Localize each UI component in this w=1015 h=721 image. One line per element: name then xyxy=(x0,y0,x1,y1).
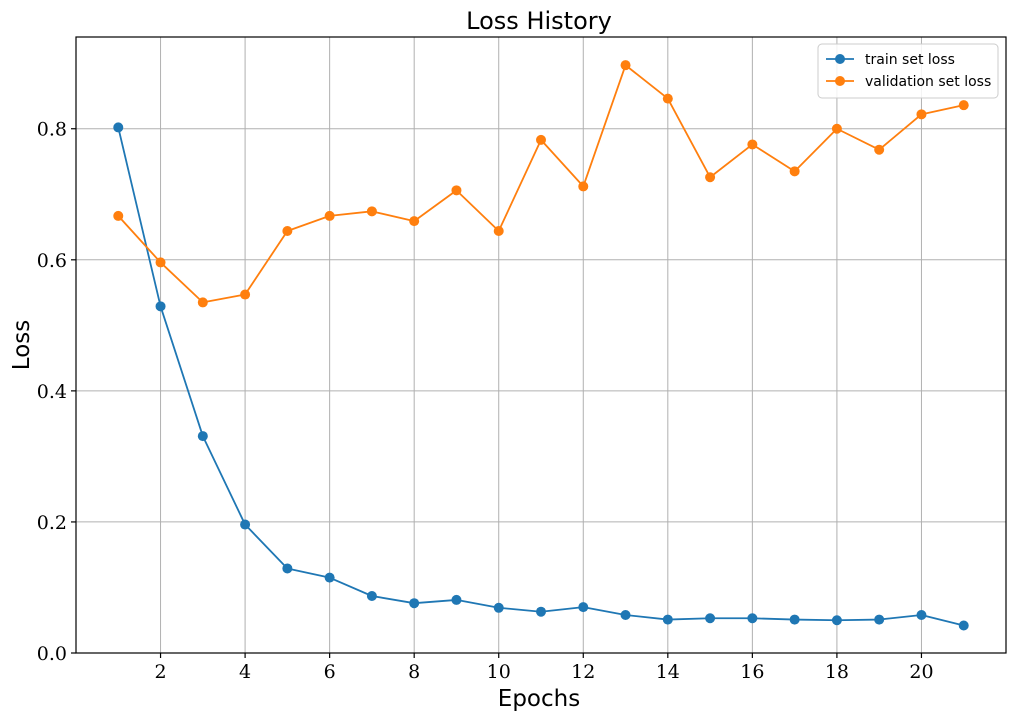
data-point xyxy=(958,100,969,111)
data-point xyxy=(578,181,589,192)
data-point xyxy=(240,519,251,530)
y-tick-label: 0.8 xyxy=(37,119,67,141)
data-point xyxy=(874,614,885,625)
data-point xyxy=(113,122,124,133)
data-point xyxy=(958,620,969,631)
legend-box xyxy=(817,43,999,99)
x-tick-label: 12 xyxy=(571,661,595,683)
legend-label: validation set loss xyxy=(865,74,991,90)
data-point xyxy=(409,598,420,609)
data-point xyxy=(155,301,166,312)
x-tick-label: 2 xyxy=(154,661,166,683)
data-point xyxy=(366,206,377,217)
data-point xyxy=(324,572,335,583)
data-point xyxy=(662,93,673,104)
data-point xyxy=(493,225,504,236)
y-tick-label: 0.2 xyxy=(37,512,67,534)
data-point xyxy=(662,614,673,625)
data-point xyxy=(451,594,462,605)
chart-title: Loss History xyxy=(466,7,612,35)
legend-label: train set loss xyxy=(865,52,955,68)
y-axis-label: Loss xyxy=(9,320,35,370)
x-tick-label: 4 xyxy=(239,661,251,683)
data-point xyxy=(789,614,800,625)
data-point xyxy=(831,123,842,134)
x-tick-label: 18 xyxy=(825,661,849,683)
legend: train set loss validation set loss xyxy=(817,43,999,99)
data-point xyxy=(282,563,293,574)
x-tick-label: 10 xyxy=(487,661,511,683)
legend-marker xyxy=(835,76,845,86)
data-point xyxy=(451,185,462,196)
data-point xyxy=(578,602,589,613)
x-tick-label: 14 xyxy=(656,661,680,683)
data-point xyxy=(324,210,335,221)
series-validation xyxy=(113,60,969,308)
series-layer xyxy=(113,60,969,631)
data-point xyxy=(113,210,124,221)
plot-frame xyxy=(75,36,1007,654)
data-point xyxy=(155,257,166,268)
legend-marker xyxy=(835,54,845,64)
data-point xyxy=(620,609,631,620)
data-point xyxy=(831,615,842,626)
data-point xyxy=(789,166,800,177)
data-point xyxy=(366,590,377,601)
ticks-layer: 2 4 6 8 10 12 14 16 18 20 0.0 0.2 0.4 0.6 0.8 xyxy=(37,119,934,683)
data-point xyxy=(197,297,208,308)
y-tick-label: 0.0 xyxy=(37,643,67,665)
x-tick-label: 8 xyxy=(408,661,420,683)
data-point xyxy=(705,613,716,624)
x-tick-label: 20 xyxy=(909,661,933,683)
data-point xyxy=(240,289,251,300)
series-train xyxy=(113,122,969,631)
data-point xyxy=(916,109,927,120)
grid-layer xyxy=(76,37,1006,654)
y-tick-label: 0.6 xyxy=(37,250,67,272)
data-point xyxy=(620,60,631,71)
data-point xyxy=(705,172,716,183)
data-point xyxy=(197,431,208,442)
data-point xyxy=(536,134,546,145)
x-tick-label: 6 xyxy=(324,661,336,683)
y-tick-label: 0.4 xyxy=(37,381,67,403)
data-point xyxy=(747,613,758,624)
x-axis-label: Epochs xyxy=(498,686,580,712)
data-point xyxy=(536,606,546,617)
data-point xyxy=(916,609,927,620)
data-point xyxy=(874,144,885,155)
x-tick-label: 16 xyxy=(740,661,764,683)
data-point xyxy=(282,225,293,236)
data-point xyxy=(747,139,758,150)
data-point xyxy=(493,602,504,613)
data-point xyxy=(409,216,420,227)
